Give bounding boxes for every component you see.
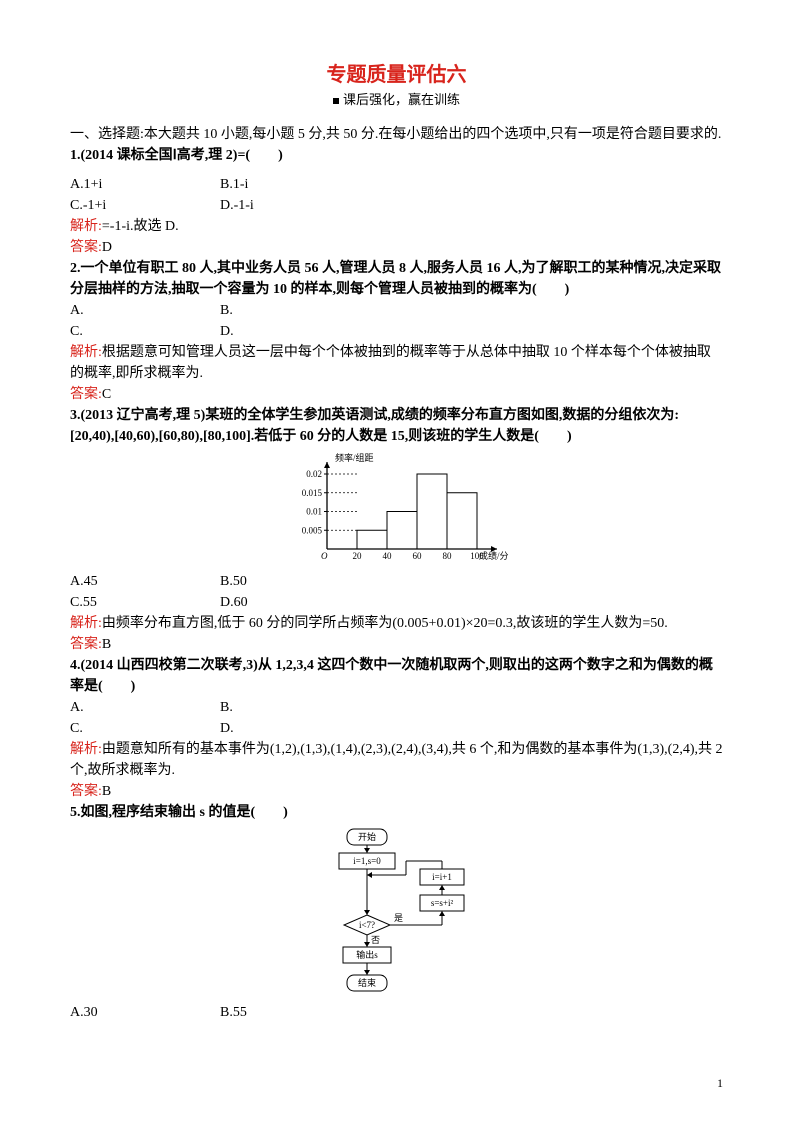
svg-text:s=s+i²: s=s+i²: [430, 898, 453, 908]
svg-text:0.02: 0.02: [306, 469, 322, 479]
q3-answer: 答案:B: [70, 634, 723, 655]
q3-choices-cd: C.55 D.60: [70, 592, 723, 613]
page-number: 1: [717, 1074, 723, 1092]
q1-stem: 1.(2014 课标全国Ⅰ高考,理 2)=( ): [70, 145, 723, 166]
q2-choices-ab: A. B.: [70, 300, 723, 321]
svg-text:0.005: 0.005: [301, 525, 322, 535]
svg-text:i=i+1: i=i+1: [432, 872, 452, 882]
svg-text:开始: 开始: [357, 831, 375, 842]
q4-choices-ab: A. B.: [70, 697, 723, 718]
q4-choice-b: B.: [220, 697, 723, 718]
explanation-text: 由题意知所有的基本事件为(1,2),(1,3),(1,4),(2,3),(2,4…: [70, 742, 722, 778]
q3-choice-c: C.55: [70, 592, 220, 613]
svg-text:输出s: 输出s: [356, 949, 378, 960]
page-title: 专题质量评估六: [70, 60, 723, 90]
answer-label: 答案:: [70, 387, 102, 402]
q3-stem: 3.(2013 辽宁高考,理 5)某班的全体学生参加英语测试,成绩的频率分布直方…: [70, 405, 723, 447]
q4-answer: 答案:B: [70, 781, 723, 802]
answer-label: 答案:: [70, 240, 102, 255]
q5-figure: 开始 i=1,s=0 i<7? 是 s=s+i² i=i+1 否输出s 结束: [70, 825, 723, 1000]
q4-choice-a: A.: [70, 697, 220, 718]
q4-explanation: 解析:由题意知所有的基本事件为(1,2),(1,3),(1,4),(2,3),(…: [70, 739, 723, 781]
explanation-label: 解析:: [70, 742, 102, 757]
explanation-text: 由频率分布直方图,低于 60 分的同学所占频率为(0.005+0.01)×20=…: [102, 616, 668, 631]
q3-explanation: 解析:由频率分布直方图,低于 60 分的同学所占频率为(0.005+0.01)×…: [70, 613, 723, 634]
q2-explanation: 解析:根据题意可知管理人员这一层中每个个体被抽到的概率等于从总体中抽取 10 个…: [70, 342, 723, 384]
explanation-label: 解析:: [70, 616, 102, 631]
svg-text:是: 是: [394, 913, 403, 923]
page-subtitle: 课后强化，赢在训练: [70, 90, 723, 110]
answer-label: 答案:: [70, 784, 102, 799]
q5-stem: 5.如图,程序结束输出 s 的值是( ): [70, 802, 723, 823]
explanation-text: =-1-i.故选 D.: [102, 219, 179, 234]
flowchart: 开始 i=1,s=0 i<7? 是 s=s+i² i=i+1 否输出s 结束: [312, 825, 482, 1000]
svg-text:O: O: [321, 551, 328, 561]
answer-text: B: [102, 784, 111, 799]
answer-text: C: [102, 387, 111, 402]
q3-choice-a: A.45: [70, 571, 220, 592]
svg-text:i=1,s=0: i=1,s=0: [353, 856, 381, 866]
answer-text: D: [102, 240, 112, 255]
q2-choice-c: C.: [70, 321, 220, 342]
explanation-label: 解析:: [70, 219, 102, 234]
q1-explanation: 解析:=-1-i.故选 D.: [70, 216, 723, 237]
q2-choice-b: B.: [220, 300, 723, 321]
svg-text:否: 否: [371, 935, 380, 945]
q1-choice-d: D.-1-i: [220, 195, 723, 216]
q5-choices-ab: A.30 B.55: [70, 1002, 723, 1023]
svg-text:80: 80: [442, 551, 452, 561]
histogram-chart: 0.0050.010.0150.02O20406080100频率/组距成绩/分: [277, 449, 517, 569]
q5-choice-b: B.55: [220, 1002, 723, 1023]
q1-choices-ab: A.1+i B.1-i: [70, 174, 723, 195]
svg-text:20: 20: [352, 551, 362, 561]
svg-text:40: 40: [382, 551, 392, 561]
bullet-icon: [333, 98, 339, 104]
answer-text: B: [102, 637, 111, 652]
q1-choice-b: B.1-i: [220, 174, 723, 195]
q5-choice-a: A.30: [70, 1002, 220, 1023]
subtitle-text: 课后强化，赢在训练: [343, 92, 460, 107]
q2-stem: 2.一个单位有职工 80 人,其中业务人员 56 人,管理人员 8 人,服务人员…: [70, 258, 723, 300]
q4-stem: 4.(2014 山西四校第二次联考,3)从 1,2,3,4 这四个数中一次随机取…: [70, 655, 723, 697]
q3-choice-d: D.60: [220, 592, 723, 613]
q3-choice-b: B.50: [220, 571, 723, 592]
q3-choices-ab: A.45 B.50: [70, 571, 723, 592]
svg-text:频率/组距: 频率/组距: [335, 452, 374, 463]
q4-choices-cd: C. D.: [70, 718, 723, 739]
q1-choice-c: C.-1+i: [70, 195, 220, 216]
q1-answer: 答案:D: [70, 237, 723, 258]
svg-text:0.015: 0.015: [301, 487, 322, 497]
svg-text:成绩/分: 成绩/分: [479, 550, 509, 561]
q2-answer: 答案:C: [70, 384, 723, 405]
answer-label: 答案:: [70, 637, 102, 652]
svg-text:0.01: 0.01: [306, 506, 322, 516]
q4-choice-d: D.: [220, 718, 723, 739]
section-heading: 一、选择题:本大题共 10 小题,每小题 5 分,共 50 分.在每小题给出的四…: [70, 124, 723, 145]
explanation-text: 根据题意可知管理人员这一层中每个个体被抽到的概率等于从总体中抽取 10 个样本每…: [70, 345, 711, 381]
q2-choice-d: D.: [220, 321, 723, 342]
svg-text:结束: 结束: [357, 977, 375, 988]
q2-choices-cd: C. D.: [70, 321, 723, 342]
q1-choices-cd: C.-1+i D.-1-i: [70, 195, 723, 216]
q2-choice-a: A.: [70, 300, 220, 321]
svg-text:60: 60: [412, 551, 422, 561]
q3-figure: 0.0050.010.0150.02O20406080100频率/组距成绩/分: [70, 449, 723, 569]
explanation-label: 解析:: [70, 345, 102, 360]
svg-text:i<7?: i<7?: [358, 920, 374, 930]
q4-choice-c: C.: [70, 718, 220, 739]
q1-choice-a: A.1+i: [70, 174, 220, 195]
